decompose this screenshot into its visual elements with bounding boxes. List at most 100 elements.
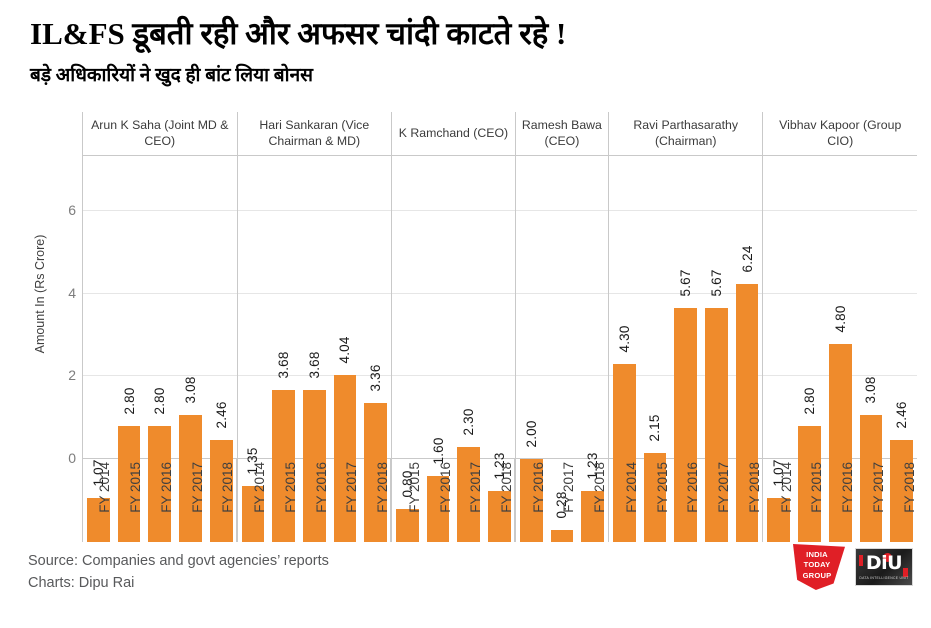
bar-slot[interactable]: 2.80 — [794, 156, 825, 542]
bar-group: 4.30 2.15 5.67 5.67 6.24 — [609, 156, 763, 542]
x-axis-tick: FY 2018 — [375, 462, 390, 513]
bar[interactable] — [179, 414, 202, 542]
logo-line-today: TODAY — [803, 560, 831, 570]
bar-value-label: 4.80 — [832, 305, 848, 333]
bar[interactable] — [612, 364, 636, 542]
plot-area: Arun K Saha (Joint MD & CEO) 1.07 2.80 2.80… — [82, 112, 917, 542]
x-axis-tick: FY 2018 — [220, 462, 236, 513]
bar-slot[interactable]: 1.07 — [83, 156, 114, 542]
bar[interactable] — [148, 426, 172, 542]
bar[interactable] — [241, 486, 265, 542]
bar-slot[interactable]: 0.28 — [547, 156, 578, 542]
bar[interactable] — [117, 426, 141, 542]
bar[interactable] — [272, 389, 295, 542]
bar[interactable] — [674, 307, 698, 542]
bar-slot[interactable]: 6.24 — [732, 156, 763, 542]
bar-slot[interactable]: 5.67 — [701, 156, 732, 542]
x-axis-tick: FY 2015 — [282, 462, 298, 513]
diu-left-accent-icon — [859, 555, 863, 566]
x-axis-panel: FY 2014 FY 2015 FY 2016 FY 2017 FY 2018 — [609, 458, 764, 542]
bar-group: 0.80 1.60 2.30 1.23 — [392, 156, 515, 542]
bar-slot[interactable]: 1.35 — [238, 156, 269, 542]
bar[interactable] — [735, 284, 759, 542]
bar-value-label: 3.36 — [368, 364, 384, 392]
x-axis-ticks: FY 2014 FY 2015 FY 2016 FY 2017 FY 2018 FY 20… — [82, 458, 917, 542]
bar-slot[interactable]: 3.68 — [299, 156, 330, 542]
bar-group: 2.00 0.28 1.23 — [516, 156, 608, 542]
x-axis-panel: FY 2014 FY 2015 FY 2016 FY 2017 FY 2018 — [82, 458, 237, 542]
bar-slot[interactable]: 2.30 — [453, 156, 484, 542]
bar-value-label: 2.00 — [523, 420, 539, 448]
bar-slot[interactable]: 2.15 — [640, 156, 671, 542]
x-tick-slot: FY 2014 — [82, 458, 113, 542]
x-axis-tick: FY 2017 — [716, 462, 732, 513]
bar[interactable] — [767, 497, 791, 542]
bar[interactable] — [705, 307, 728, 542]
bar[interactable] — [86, 497, 110, 542]
bar-value-label: 2.46 — [894, 401, 910, 429]
diu-logo-subtext: DATA INTELLIGENCE UNIT — [859, 576, 909, 580]
bar-slot[interactable]: 1.60 — [423, 156, 454, 542]
bar-slot[interactable]: 2.46 — [206, 156, 237, 542]
bar[interactable] — [209, 440, 233, 542]
bar[interactable] — [519, 459, 543, 542]
bar-value-label: 3.68 — [276, 351, 292, 379]
x-axis-tick: FY 2016 — [530, 462, 546, 513]
bar-slot[interactable]: 1.23 — [484, 156, 515, 542]
bar-slot[interactable]: 3.08 — [175, 156, 206, 542]
bar-value-label: 4.30 — [616, 325, 632, 353]
bar[interactable] — [426, 475, 450, 542]
bar-slot[interactable]: 5.67 — [670, 156, 701, 542]
bar-slot[interactable]: 0.80 — [392, 156, 423, 542]
x-tick-slot: FY 2017 — [546, 458, 577, 542]
bar-slot[interactable]: 4.80 — [825, 156, 856, 542]
bar-slot[interactable]: 4.30 — [609, 156, 640, 542]
x-axis-tick: FY 2015 — [406, 462, 422, 513]
y-axis-tick: 6 — [68, 202, 76, 218]
bar-slot[interactable]: 2.46 — [886, 156, 917, 542]
x-axis-tick: FY 2014 — [97, 462, 113, 513]
y-axis-tick: 2 — [68, 367, 76, 384]
bar-slot[interactable]: 4.04 — [330, 156, 361, 542]
bar[interactable] — [859, 414, 883, 542]
bar[interactable] — [302, 389, 326, 542]
page-title: IL&FS डूबती रही और अफसर चांदी काटते रहे … — [30, 16, 567, 51]
x-tick-slot: FY 2018 — [484, 458, 515, 542]
bar-slot[interactable]: 2.00 — [516, 156, 547, 542]
bar[interactable] — [581, 491, 604, 542]
bar-slot[interactable]: 2.80 — [114, 156, 145, 542]
facet-panel-title: Ravi Parthasarathy (Chairman) — [608, 112, 763, 156]
bar-slot[interactable]: 1.07 — [763, 156, 794, 542]
x-tick-slot: FY 2016 — [422, 458, 453, 542]
bar[interactable] — [643, 453, 667, 542]
bar-slot[interactable]: 1.23 — [577, 156, 608, 542]
bar-slot[interactable]: 3.68 — [268, 156, 299, 542]
bar[interactable] — [396, 508, 419, 542]
bar-slot[interactable]: 3.36 — [360, 156, 391, 542]
bar[interactable] — [333, 375, 357, 542]
bar[interactable] — [890, 440, 913, 542]
x-tick-slot: FY 2017 — [856, 458, 887, 542]
source-note: Source: Companies and govt agencies’ rep… — [28, 550, 329, 595]
x-axis-tick: FY 2016 — [840, 462, 856, 513]
chart-container: Amount In (Rs Crore) 0 2 4 6 Arun K Saha (J… — [0, 112, 931, 542]
x-axis-tick: FY 2015 — [654, 462, 670, 513]
diu-logo: DiU DATA INTELLIGENCE UNIT — [855, 548, 913, 586]
bar[interactable] — [457, 446, 481, 542]
bar-group: 1.07 2.80 2.80 3.08 2.46 — [83, 156, 237, 542]
bar-value-label: 5.67 — [708, 269, 724, 297]
bar[interactable] — [798, 426, 821, 542]
bar[interactable] — [364, 403, 388, 542]
y-axis-label: Amount In (Rs Crore) — [33, 234, 47, 354]
bar-slot[interactable]: 2.80 — [144, 156, 175, 542]
bar[interactable] — [828, 343, 852, 542]
x-tick-slot: FY 2015 — [113, 458, 144, 542]
bar-slot[interactable]: 3.08 — [856, 156, 887, 542]
x-axis-tick: FY 2017 — [189, 462, 205, 513]
bar[interactable] — [488, 491, 511, 542]
page-subtitle: बड़े अधिकारियों ने खुद ही बांट लिया बोनस — [30, 64, 313, 86]
facet-panel: Hari Sankaran (Vice Chairman & MD) 1.35 3.… — [237, 112, 393, 542]
x-tick-slot: FY 2016 — [825, 458, 856, 542]
bar[interactable] — [550, 530, 574, 542]
bar-value-label: 2.80 — [802, 387, 818, 415]
